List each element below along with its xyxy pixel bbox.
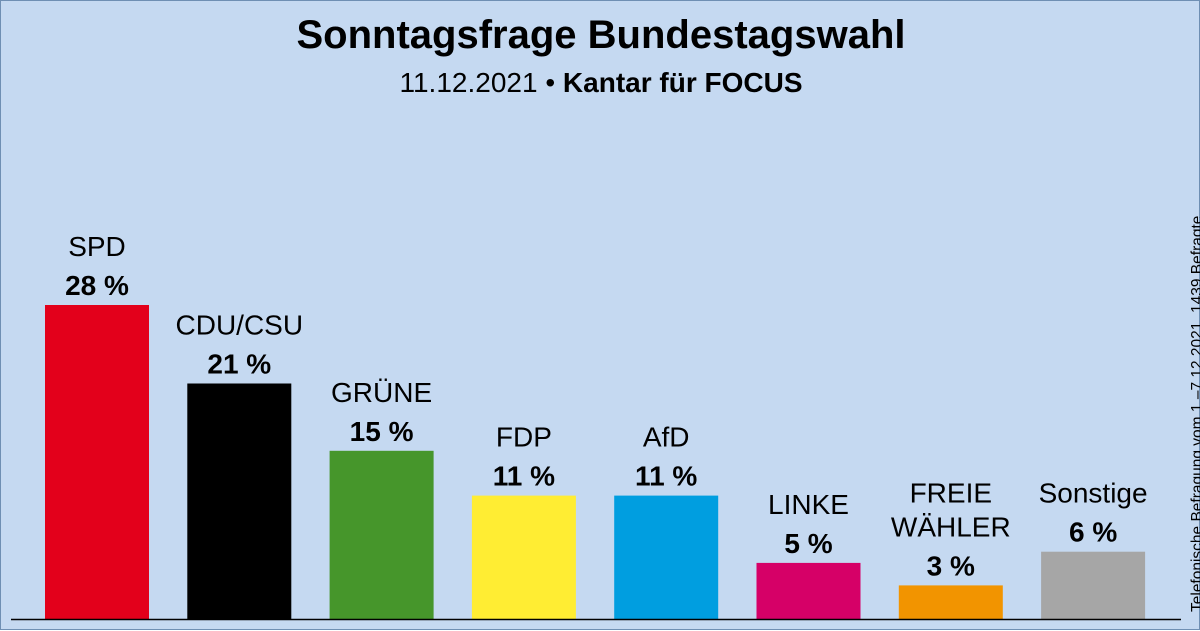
value-label: 6 % — [1069, 517, 1117, 548]
subtitle-separator: • — [545, 67, 556, 98]
category-label: SPD — [68, 231, 126, 262]
value-label: 11 % — [493, 461, 555, 492]
survey-note: Telefonische Befragung vom 1.–7.12.2021,… — [1189, 215, 1200, 612]
category-label: Sonstige — [1039, 478, 1148, 509]
category-label: LINKE — [768, 489, 849, 520]
category-label: CDU/CSU — [176, 310, 304, 341]
value-label: 11 % — [635, 461, 697, 492]
bar-afd — [614, 495, 719, 619]
category-label: WÄHLER — [891, 511, 1011, 542]
category-label: GRÜNE — [331, 377, 432, 408]
subtitle-date: 11.12.2021 — [399, 67, 538, 98]
bar-spd — [45, 305, 149, 619]
value-label: 5 % — [784, 528, 832, 559]
subtitle-source: Kantar für FOCUS — [562, 67, 803, 98]
bar-grüne — [329, 450, 434, 619]
category-label: FDP — [496, 422, 552, 453]
category-label: AfD — [643, 422, 690, 453]
value-label: 3 % — [927, 550, 975, 581]
value-label: 15 % — [350, 416, 414, 447]
bar-freie-wähler — [898, 585, 1003, 619]
bar-cdu-csu — [187, 383, 292, 619]
chart-subtitle: 11.12.2021 • Kantar für FOCUS — [1, 67, 1200, 99]
chart-title: Sonntagsfrage Bundestagswahl — [296, 13, 906, 57]
bar-fdp — [471, 495, 576, 619]
value-label: 28 % — [65, 270, 129, 301]
bar-sonstige — [1041, 551, 1146, 619]
category-label: FREIE — [910, 477, 992, 508]
bar-linke — [756, 562, 861, 619]
value-label: 21 % — [207, 349, 271, 380]
